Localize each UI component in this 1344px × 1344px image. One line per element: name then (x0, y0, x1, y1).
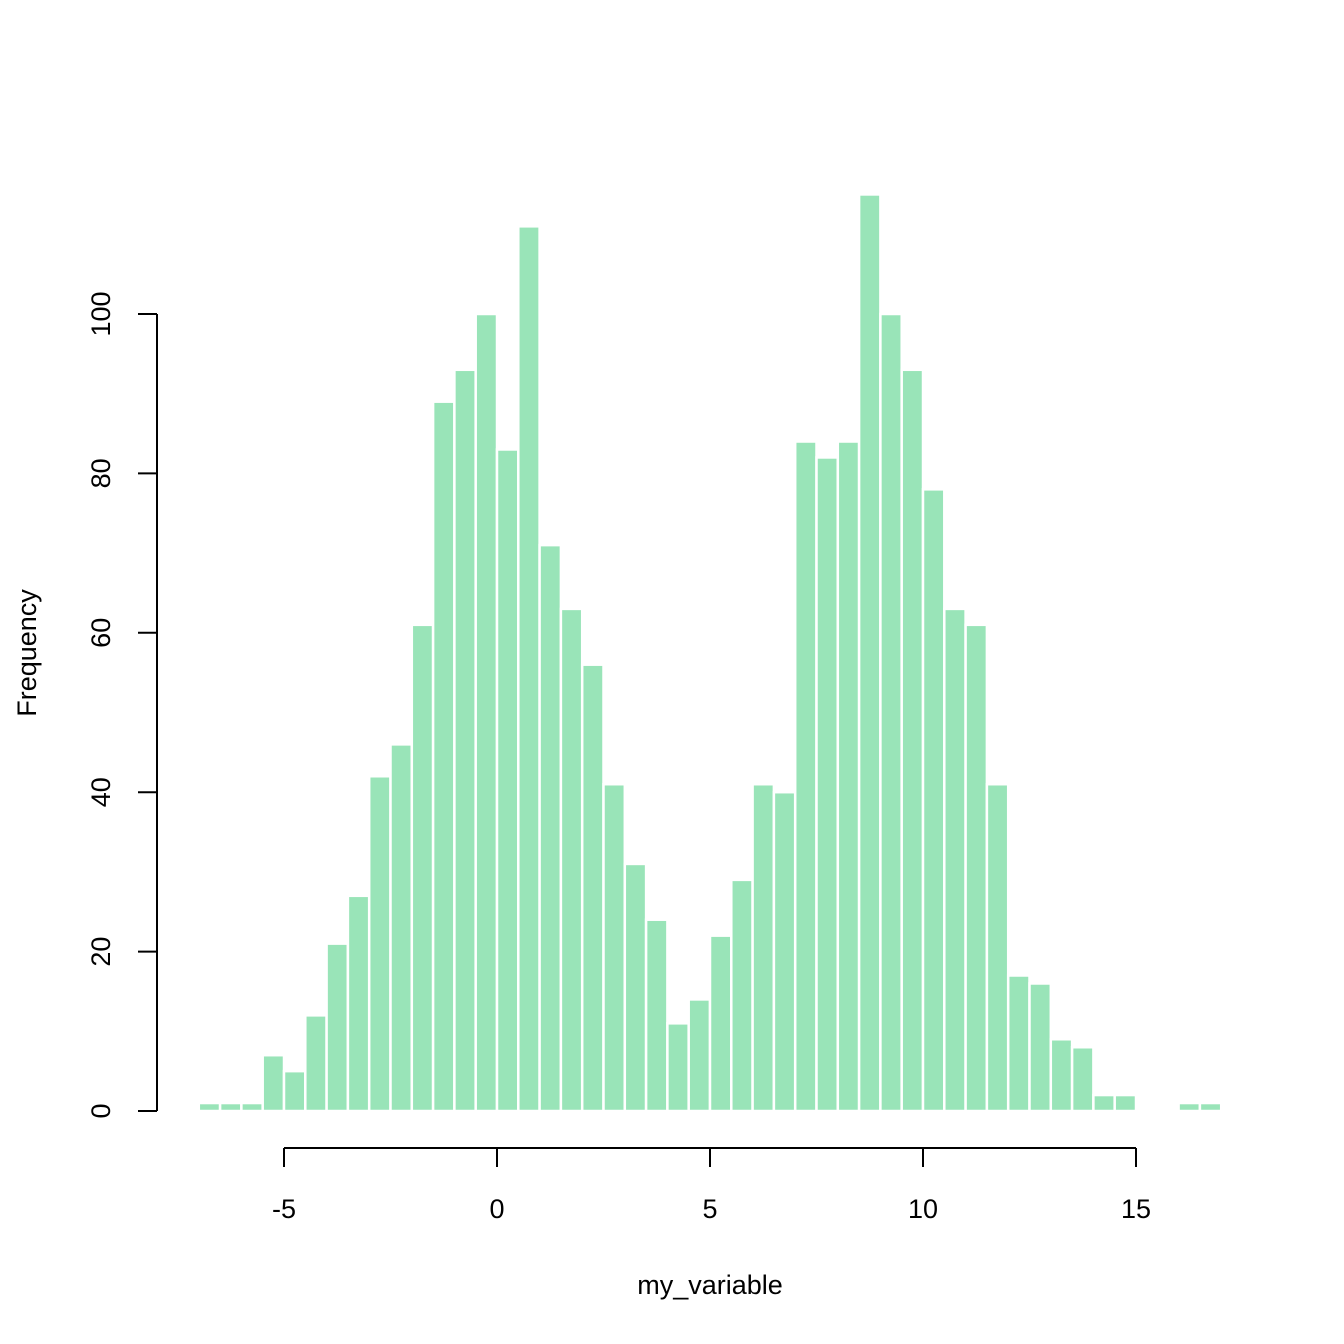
histogram-bar (879, 312, 903, 1113)
histogram-bar (793, 440, 818, 1113)
histogram-bar (240, 1101, 264, 1113)
histogram-bar (751, 782, 776, 1113)
histogram-bar (474, 312, 499, 1113)
histogram-bar (261, 1053, 286, 1113)
histogram-bar (580, 663, 605, 1113)
histogram-bar (921, 488, 946, 1113)
histogram-bar (538, 543, 563, 1113)
y-tick-label: 20 (86, 937, 116, 967)
y-tick-label: 80 (86, 458, 116, 488)
y-tick-label: 100 (86, 291, 116, 336)
histogram-bar (943, 607, 967, 1113)
histogram-bar (1070, 1045, 1095, 1113)
x-tick-label: 5 (702, 1194, 717, 1224)
histogram-bar (495, 448, 520, 1113)
histogram-bar (389, 743, 414, 1113)
histogram-bar (367, 775, 392, 1113)
histogram-bar (1177, 1101, 1202, 1113)
histogram-bar (623, 862, 648, 1113)
histogram-bar (985, 782, 1010, 1113)
histogram-bar (410, 623, 435, 1113)
histogram-bar (857, 193, 882, 1113)
histogram-bar (197, 1101, 222, 1113)
histogram-bar (325, 942, 350, 1113)
y-axis-title: Frequency (12, 589, 42, 717)
histogram-bar (517, 225, 541, 1113)
y-axis: 0 20 40 60 80 100 (86, 291, 158, 1119)
histogram-bar (304, 1014, 328, 1113)
histogram-bar (687, 998, 712, 1113)
histogram-bar (218, 1101, 243, 1113)
histogram-bar (708, 934, 733, 1113)
histogram-bar (772, 790, 797, 1113)
histogram-bar (900, 368, 925, 1113)
histogram-bar (1028, 982, 1053, 1113)
y-tick-label: 40 (86, 777, 116, 807)
y-tick-label: 0 (86, 1103, 116, 1118)
x-axis-title: my_variable (637, 1270, 783, 1300)
histogram-bar (815, 456, 840, 1113)
histogram-bar (1198, 1101, 1223, 1113)
x-tick-label: 10 (908, 1194, 938, 1224)
histogram-bar (602, 782, 627, 1113)
x-axis: -5 0 5 10 15 (272, 1147, 1151, 1224)
histogram-bar (559, 607, 584, 1113)
histogram-bar (1092, 1093, 1116, 1113)
histogram-bar (453, 368, 477, 1113)
histogram-bar (644, 918, 669, 1113)
x-tick-label: 0 (489, 1194, 504, 1224)
y-tick-label: 60 (86, 618, 116, 648)
histogram-bar (346, 894, 371, 1113)
histogram-bar (964, 623, 989, 1113)
histogram-bar (730, 878, 754, 1113)
histogram-bar (1049, 1038, 1074, 1113)
histogram-bar (666, 1022, 690, 1113)
histogram-bar (1006, 974, 1031, 1113)
x-tick-label: -5 (272, 1194, 296, 1224)
x-tick-label: 15 (1121, 1194, 1151, 1224)
histogram-bar (836, 440, 861, 1113)
bars-group (197, 193, 1223, 1113)
histogram-bar (282, 1069, 307, 1113)
histogram-bar (1113, 1093, 1138, 1113)
histogram-bar (431, 400, 456, 1113)
